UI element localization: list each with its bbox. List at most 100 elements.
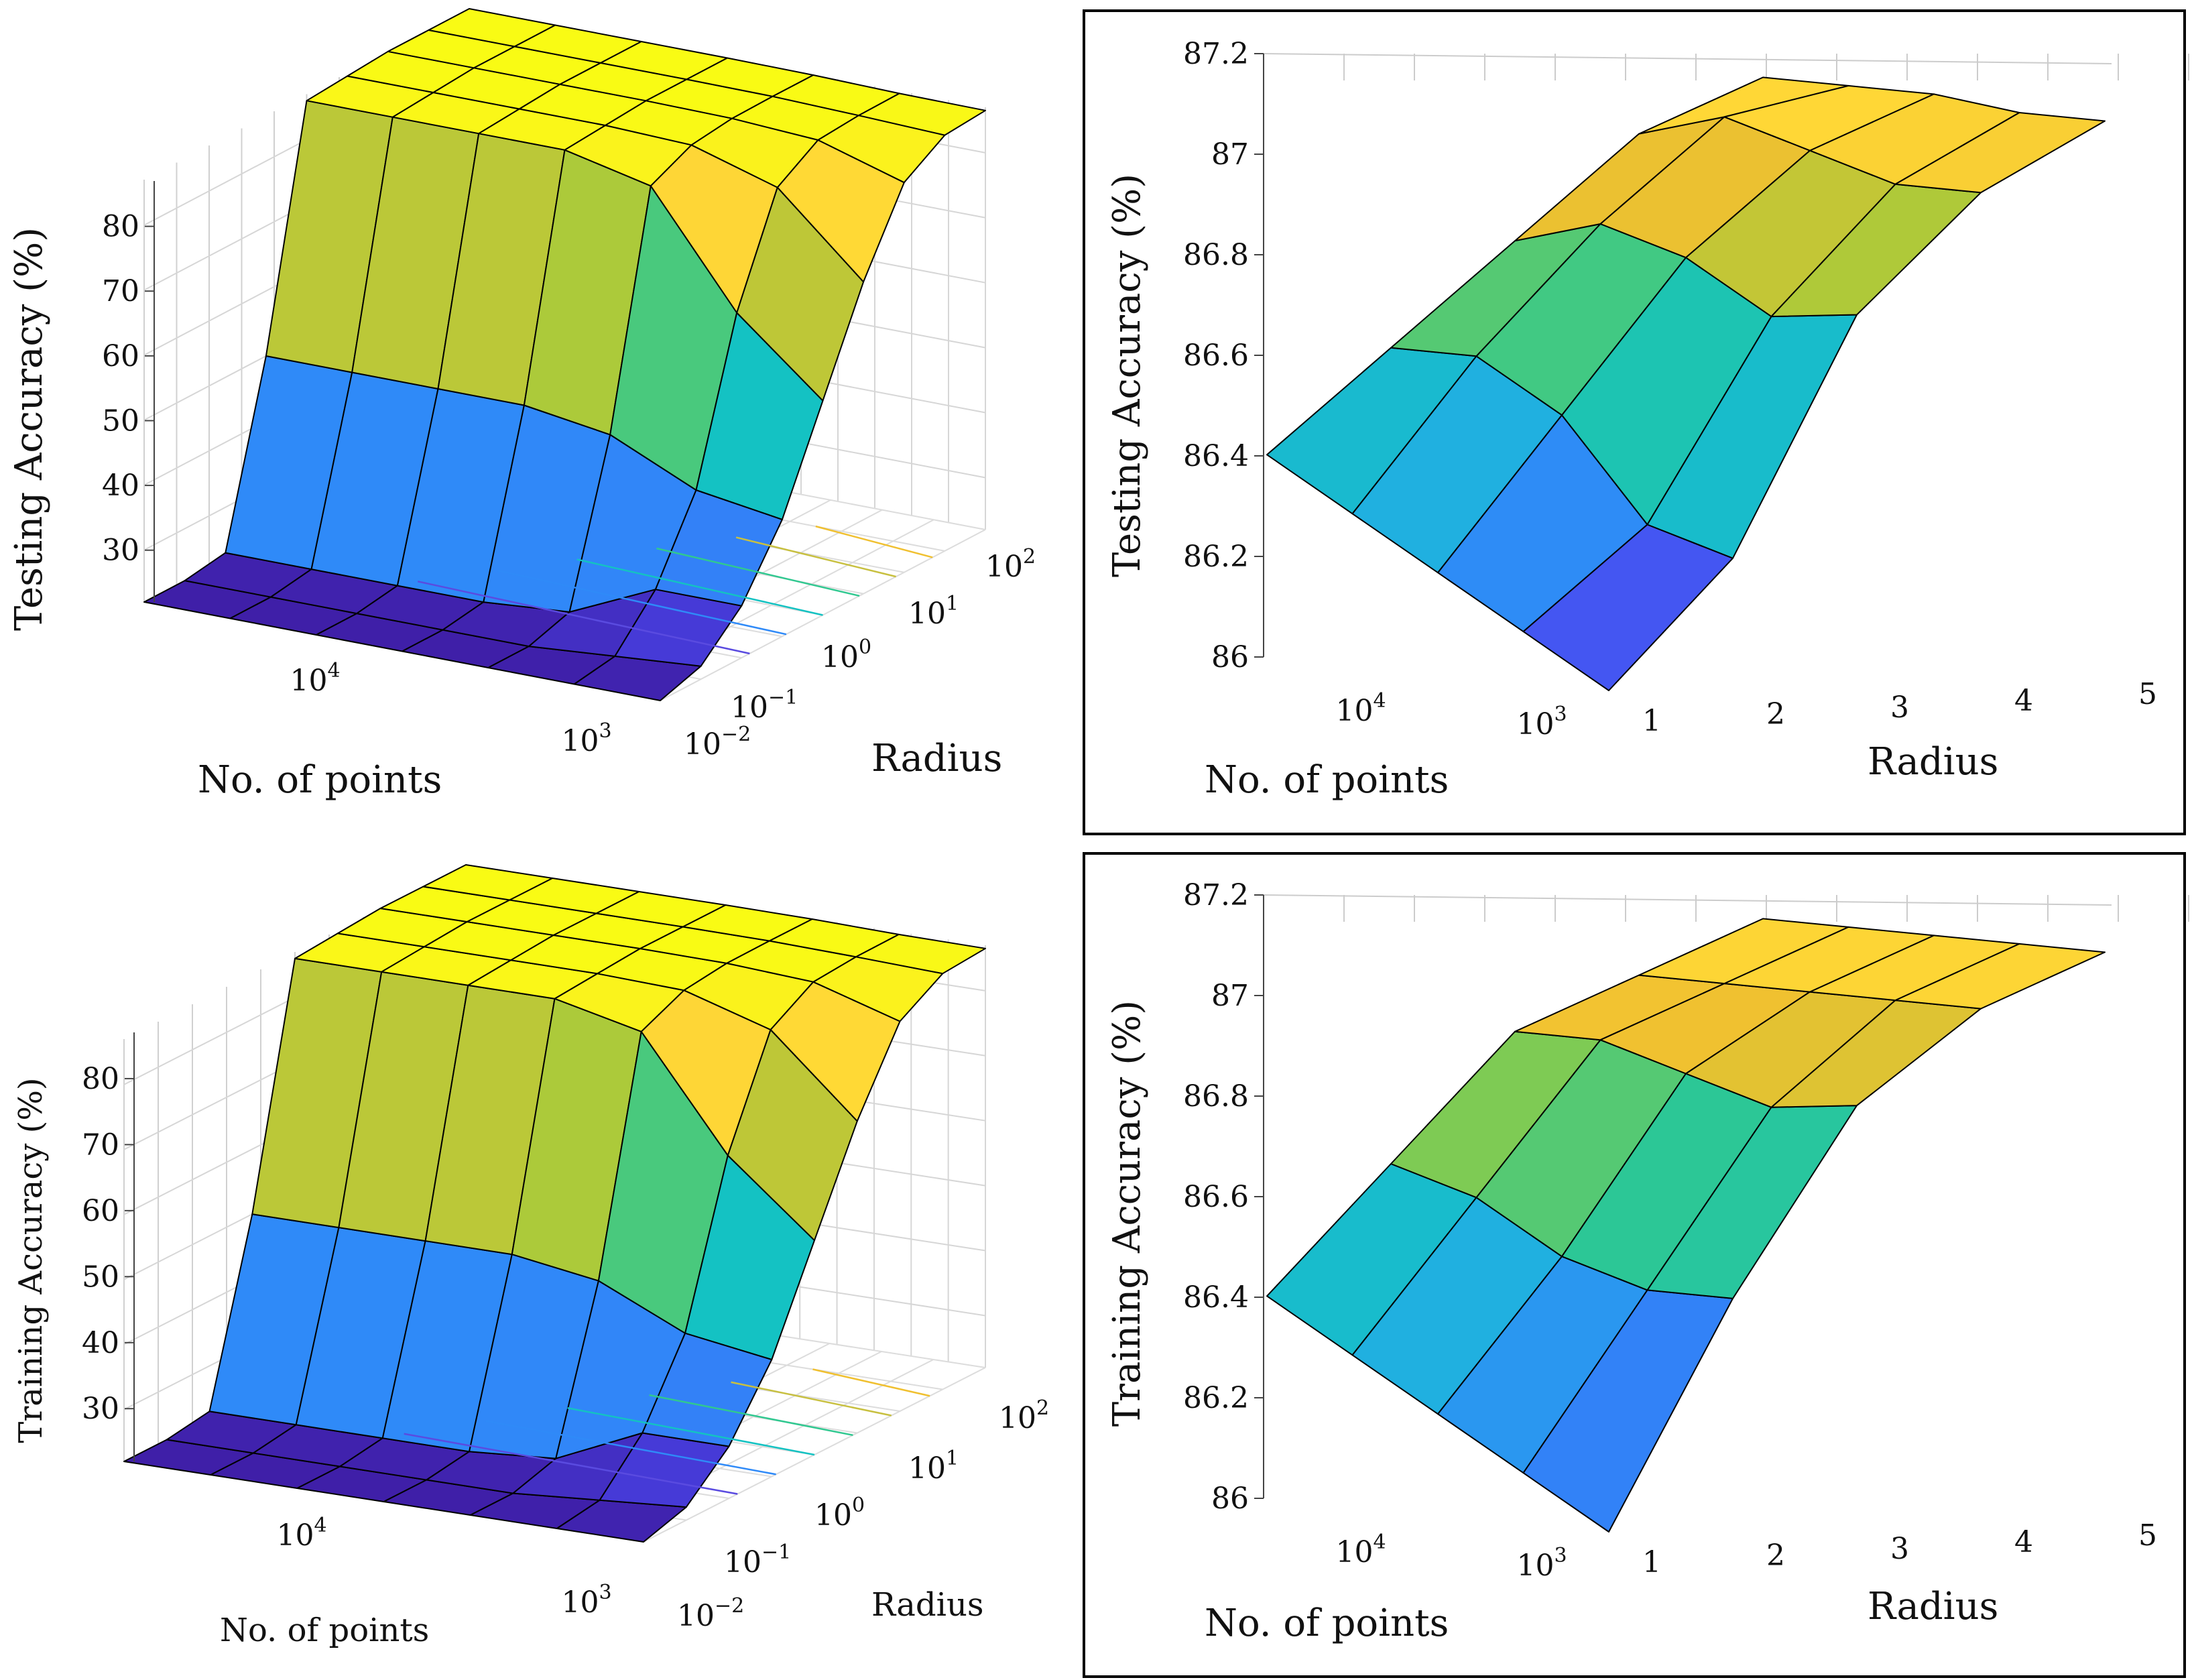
z-tick-label: 60	[102, 339, 139, 373]
x-tick-label: 103	[561, 719, 611, 758]
xlabel-top-right: No. of points	[1205, 758, 1449, 802]
contour-line	[404, 1433, 738, 1495]
x-tick-label: 103	[1516, 1544, 1567, 1583]
y-tick-label: 2	[1766, 1539, 1785, 1573]
z-tick-label: 86.6	[1183, 339, 1249, 373]
zlabel-bottom-left: Training Accuracy (%)	[12, 1077, 50, 1443]
y-tick-label: 4	[2014, 1525, 2033, 1559]
y-tick-label: 100	[821, 636, 871, 674]
y-tick-label: 5	[2138, 1518, 2157, 1553]
surface	[1266, 76, 2106, 691]
y-tick-label: 100	[814, 1494, 865, 1533]
z-tick-label: 86.8	[1183, 238, 1249, 272]
grid-walls	[1263, 53, 2189, 80]
z-tick-label: 40	[82, 1326, 119, 1360]
z-tick-label: 70	[102, 274, 139, 308]
contour-line	[815, 525, 933, 558]
surface-patch	[1894, 112, 2106, 194]
floor-contours	[404, 1368, 930, 1495]
y-tick-label: 10−2	[677, 1594, 744, 1633]
x-tick-label: 103	[1516, 703, 1567, 741]
surface-patch	[858, 93, 986, 136]
panel-frame-bottom-right	[1083, 852, 2186, 1678]
z-tick-label: 30	[82, 1392, 119, 1426]
z-tick-label: 86	[1211, 1482, 1249, 1516]
contour-line	[417, 581, 750, 655]
z-tick-label: 86.2	[1183, 1381, 1249, 1415]
ylabel-top-right: Radius	[1868, 740, 1998, 784]
x-tick-label: 104	[1335, 689, 1386, 728]
z-tick-label: 60	[82, 1194, 119, 1228]
panel-top-left: 30 40 50 60 70 80 104 103 10−210−1 100 101 102	[102, 8, 1036, 762]
xlabel-top-left: No. of points	[198, 758, 442, 802]
y-tick-label: 101	[908, 592, 959, 631]
y-tick-label: 3	[1890, 1532, 1909, 1566]
grid-line	[1263, 53, 2112, 64]
z-tick-label: 86.2	[1183, 540, 1249, 574]
y-tick-label: 10−1	[731, 686, 798, 725]
ylabel-top-left: Radius	[871, 737, 1002, 780]
ylabel-bottom-right: Radius	[1868, 1585, 1998, 1628]
x-tick-label: 104	[290, 659, 340, 698]
contour-line	[812, 1368, 930, 1397]
z-tick-label: 87	[1211, 137, 1249, 172]
grid-walls	[1263, 894, 2189, 922]
surface	[143, 8, 986, 701]
x-tick-label: 104	[276, 1514, 326, 1553]
x-tick-label: 103	[561, 1581, 611, 1620]
y-tick-label: 5	[2138, 677, 2157, 711]
surface	[1266, 918, 2106, 1533]
contour-line	[735, 536, 896, 578]
contour-line	[485, 1420, 776, 1476]
z-tick-label: 50	[102, 404, 139, 438]
grid-line	[1263, 894, 2112, 906]
y-tick-label: 4	[2014, 684, 2033, 718]
panel-frame-top-right	[1083, 9, 2186, 835]
y-tick-label: 10−2	[684, 723, 751, 762]
z-tick-label: 86.8	[1183, 1079, 1249, 1114]
z-axis: 86 86.2 86.4 86.6 86.8 87 87.2	[1183, 37, 1264, 674]
y-tick-label: 102	[999, 1396, 1049, 1435]
z-axis: 86 86.2 86.4 86.6 86.8 87 87.2	[1183, 878, 1264, 1516]
xlabel-bottom-left: No. of points	[220, 1612, 429, 1649]
zlabel-top-left: Testing Accuracy (%)	[7, 227, 51, 631]
contour-line	[567, 1407, 815, 1456]
y-tick-label: 2	[1766, 697, 1785, 731]
floor-contours	[417, 525, 933, 655]
z-tick-label: 80	[102, 210, 139, 244]
y-tick-label: 1	[1642, 1545, 1661, 1579]
surface-patch	[1894, 943, 2106, 1010]
panel-bottom-left: 30 40 50 60 70 80 104 103 10−2 10−1 100 101 102	[82, 864, 1049, 1633]
z-tick-label: 86.4	[1183, 439, 1249, 473]
z-tick-label: 30	[102, 534, 139, 568]
z-tick-label: 40	[102, 469, 139, 503]
ylabel-bottom-left: Radius	[871, 1586, 983, 1624]
zlabel-bottom-right: Training Accuracy (%)	[1105, 1000, 1149, 1427]
z-tick-label: 86.6	[1183, 1180, 1249, 1214]
y-tick-label: 101	[908, 1447, 959, 1486]
z-tick-label: 86	[1211, 640, 1249, 674]
z-tick-label: 87	[1211, 979, 1249, 1013]
z-tick-label: 87.2	[1183, 37, 1249, 71]
z-axis: 30 40 50 60 70 80	[82, 1032, 135, 1461]
x-tick-label: 104	[1335, 1531, 1386, 1569]
z-tick-label: 80	[82, 1062, 119, 1096]
contour-line	[731, 1381, 892, 1417]
xlabel-bottom-right: No. of points	[1205, 1602, 1449, 1645]
y-tick-label: 1	[1642, 704, 1661, 738]
surface	[123, 864, 986, 1543]
y-tick-label: 10−1	[724, 1541, 791, 1579]
z-tick-label: 70	[82, 1128, 119, 1162]
z-tick-label: 87.2	[1183, 878, 1249, 912]
z-tick-label: 50	[82, 1260, 119, 1294]
y-tick-label: 3	[1890, 691, 1909, 725]
contour-line	[576, 558, 823, 616]
surface-patch	[855, 933, 986, 975]
y-tick-label: 102	[985, 545, 1036, 584]
z-tick-label: 86.4	[1183, 1280, 1249, 1315]
contour-line	[656, 547, 860, 597]
z-axis: 30 40 50 60 70 80	[102, 181, 155, 602]
zlabel-top-right: Testing Accuracy (%)	[1105, 174, 1149, 577]
panel-top-right: 86 86.2 86.4 86.6 86.8 87 87.2 104 103 1 2 3 4 5	[1183, 37, 2189, 741]
